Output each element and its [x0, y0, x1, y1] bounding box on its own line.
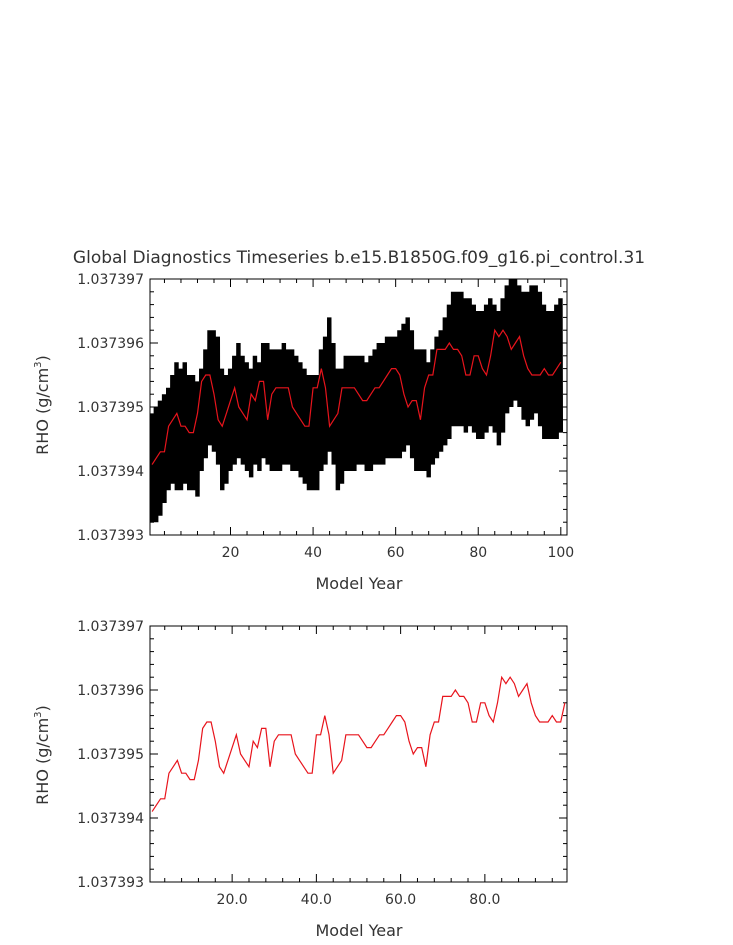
top-y-tick-label: 1.037394 — [77, 464, 144, 480]
bottom-y-tick-label: 1.037394 — [77, 811, 144, 827]
top-y-axis-label: RHO (g/cm3) — [33, 355, 52, 455]
top-y-tick-label: 1.037396 — [77, 336, 144, 352]
bottom-x-tick-label: 40.0 — [301, 892, 332, 908]
top-x-tick-label: 40 — [304, 545, 322, 561]
bottom-x-tick-label: 80.0 — [469, 892, 500, 908]
bottom-y-tick-label: 1.037393 — [77, 875, 144, 891]
bottom-x-axis-label: Model Year — [316, 921, 403, 940]
top-monthly-series-line — [150, 279, 564, 523]
top-y-tick-label: 1.037393 — [77, 528, 144, 544]
bottom-y-tick-label: 1.037395 — [77, 747, 144, 763]
bottom-plot-frame — [149, 625, 568, 883]
bottom-y-tick-label: 1.037396 — [77, 683, 144, 699]
top-x-axis-label: Model Year — [316, 574, 403, 593]
top-plot: Model Year RHO (g/cm3) 1.037393 1.037394 1… — [33, 272, 574, 593]
bottom-x-tick-label: 60.0 — [385, 892, 416, 908]
bottom-y-tick-label: 1.037397 — [77, 619, 144, 635]
top-y-tick-label: 1.037397 — [77, 272, 144, 288]
bottom-y-axis-label: RHO (g/cm3) — [33, 705, 52, 805]
top-x-tick-label: 60 — [387, 545, 405, 561]
chart-title: Global Diagnostics Timeseries b.e15.B185… — [73, 248, 645, 268]
top-x-tick-label: 20 — [222, 545, 240, 561]
top-x-tick-label: 80 — [469, 545, 487, 561]
top-annual-series-line — [151, 328, 562, 465]
bottom-x-tick-label: 20.0 — [217, 892, 248, 908]
bottom-annual-series-line — [151, 675, 566, 812]
bottom-plot: Model Year RHO (g/cm3) 1.037393 1.037394 1… — [33, 619, 568, 940]
top-x-tick-label: 100 — [547, 545, 574, 561]
top-y-tick-label: 1.037395 — [77, 400, 144, 416]
